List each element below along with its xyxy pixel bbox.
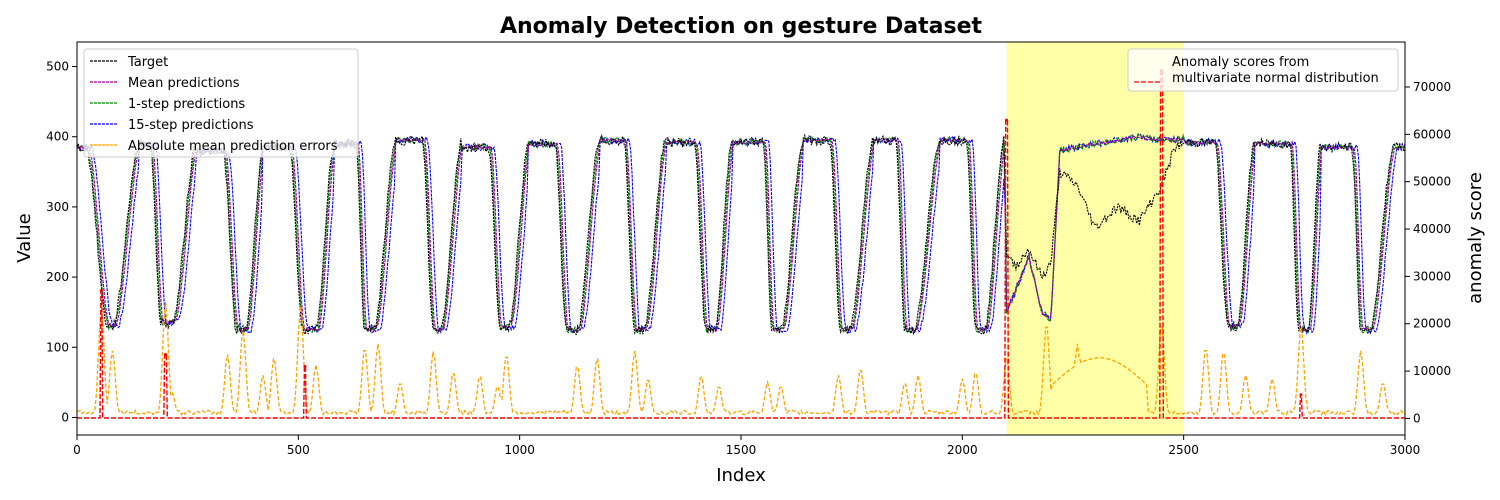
legend-left-label: Mean predictions [128,76,240,91]
y2-tick-label: 50000 [1413,175,1451,189]
y-tick-label: 200 [46,270,69,284]
x-tick-label: 500 [287,443,310,457]
y2-tick-label: 40000 [1413,222,1451,236]
anomaly-highlight-region [1006,42,1184,435]
x-tick-label: 2000 [947,443,978,457]
y-tick-label: 100 [46,340,69,354]
y2-tick-label: 0 [1413,411,1421,425]
y2-tick-label: 10000 [1413,364,1451,378]
chart-title: Anomaly Detection on gesture Dataset [500,14,983,39]
series-line-target [77,133,1405,336]
anomaly-spike-0 [99,289,103,293]
y2-axis-label: anomaly score [1465,172,1486,304]
x-axis-label: Index [716,465,766,486]
series-line-anomaly-score [77,69,1405,419]
anomaly-spike-1 [164,353,168,357]
y2-tick-label: 60000 [1413,127,1451,141]
x-tick-label: 1000 [504,443,535,457]
y-tick-label: 0 [61,410,69,424]
y-tick-label: 400 [46,130,69,144]
y2-tick-label: 30000 [1413,269,1451,283]
series-line-one_step [77,133,1405,334]
legend-left-label: 1-step predictions [128,97,245,112]
x-tick-label: 2500 [1168,443,1199,457]
y-axis-label: Value [14,213,35,262]
y2-tick-label: 70000 [1413,80,1451,94]
axes: 0 500 1000 1500 2000 2500 30000100200300400500… [46,41,1451,457]
series-line-error [77,301,1405,417]
legend-left-box [83,48,359,158]
legend-right-box [1127,48,1399,92]
anomaly-spike-5 [1299,393,1303,397]
y2-tick-label: 20000 [1413,317,1451,331]
anomaly-spike-2 [303,364,307,368]
x-tick-label: 1500 [726,443,757,457]
legend-left: Target Mean predictions 1-step predictions… [83,48,359,158]
anomaly-spike-3 [1005,118,1009,122]
y-tick-label: 500 [46,60,69,74]
series-line-mean [77,134,1405,334]
y-tick-label: 300 [46,200,69,214]
legend-right-label: Anomaly scores from [1172,55,1309,70]
legend-left-label: Absolute mean prediction errors [128,139,338,154]
legend-left-label: 15-step predictions [128,118,254,133]
legend-left-label: Target [127,55,168,70]
series-line-fifteen_step [77,133,1405,335]
legend-right-label: multivariate normal distribution [1172,71,1379,86]
plot-area [77,42,1405,435]
x-tick-label: 0 [73,443,81,457]
x-tick-label: 3000 [1390,443,1421,457]
